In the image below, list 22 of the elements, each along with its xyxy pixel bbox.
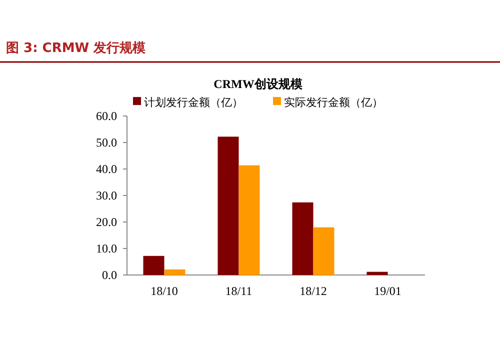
bar xyxy=(164,269,186,275)
chart-title: 图 3: CRMW 发行规模 xyxy=(6,41,146,56)
y-tick-label: 20.0 xyxy=(96,215,117,229)
y-tick-label: 40.0 xyxy=(96,162,117,176)
bar xyxy=(292,202,314,275)
legend-label: 实际发行金额（亿） xyxy=(284,96,383,109)
chart-subtitle: CRMW创设规模 xyxy=(214,77,302,91)
bar xyxy=(143,256,164,275)
x-tick-label: 18/10 xyxy=(150,284,178,298)
bar xyxy=(366,272,388,275)
y-tick-label: 50.0 xyxy=(96,136,117,150)
y-tick-label: 10.0 xyxy=(96,242,117,256)
x-tick-label: 18/12 xyxy=(300,284,327,298)
bar xyxy=(313,227,334,275)
y-tick-label: 30.0 xyxy=(96,188,117,202)
y-tick-label: 60.0 xyxy=(96,109,117,123)
bar xyxy=(218,136,239,275)
y-tick-label: 0.0 xyxy=(102,268,117,282)
x-tick-label: 18/11 xyxy=(225,284,252,298)
x-tick-label: 19/01 xyxy=(374,284,402,298)
bar xyxy=(238,165,260,275)
legend-label: 计划发行金额（亿） xyxy=(144,96,243,109)
